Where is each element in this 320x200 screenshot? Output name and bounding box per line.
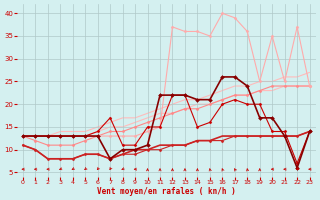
X-axis label: Vent moyen/en rafales ( kn/h ): Vent moyen/en rafales ( kn/h ): [97, 187, 236, 196]
